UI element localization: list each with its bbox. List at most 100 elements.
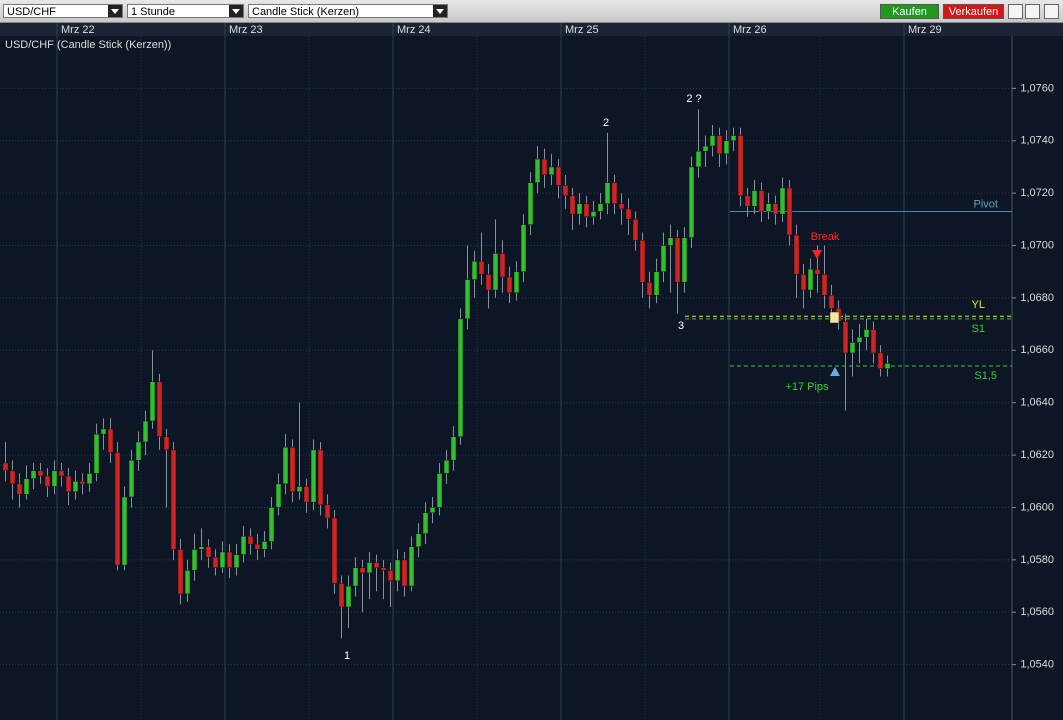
candle-body xyxy=(72,481,79,492)
candle-body xyxy=(184,570,191,595)
candle-body xyxy=(135,441,142,461)
candle-body xyxy=(387,570,394,582)
annotation: 2 ? xyxy=(686,93,701,105)
candle-body xyxy=(485,274,492,291)
candle-body xyxy=(583,203,590,217)
candle-body xyxy=(303,486,310,503)
candle-body xyxy=(338,583,345,608)
candle-body xyxy=(226,551,233,568)
y-tick-label: 1,0600 xyxy=(1020,501,1054,513)
window-icon[interactable] xyxy=(1044,4,1059,19)
candle-body xyxy=(667,237,674,246)
candle-body xyxy=(128,460,135,498)
candle-body xyxy=(499,253,506,278)
candle-body xyxy=(324,504,331,519)
candle-body xyxy=(268,507,275,542)
candle-body xyxy=(555,166,562,186)
candle-body xyxy=(415,533,422,547)
candle-body xyxy=(653,271,660,296)
date-bar xyxy=(0,23,1063,36)
break-marker xyxy=(812,250,822,259)
candle-body xyxy=(702,145,709,152)
annotation: 2 xyxy=(603,117,609,129)
candle-body xyxy=(779,187,786,215)
candle-body xyxy=(723,140,730,155)
candle-body xyxy=(786,187,793,236)
sell-button[interactable]: Verkaufen xyxy=(943,4,1004,19)
annotation: Break xyxy=(811,231,840,243)
candle-body xyxy=(240,536,247,555)
toolbar: USD/CHF 1 Stunde Candle Stick (Kerzen) K… xyxy=(0,0,1063,23)
candle-body xyxy=(527,182,534,225)
y-tick-label: 1,0660 xyxy=(1020,344,1054,356)
candle-body xyxy=(86,473,93,485)
candle-body xyxy=(205,546,212,558)
x-tick-label: Mrz 25 xyxy=(565,24,599,36)
level-label: S1,5 xyxy=(974,370,997,382)
candle-body xyxy=(611,182,618,204)
candle-body xyxy=(51,470,58,487)
candle-body xyxy=(814,268,821,275)
candle-body xyxy=(44,475,51,487)
candle-body xyxy=(156,381,163,437)
annotation: 1 xyxy=(344,650,350,662)
candle-body xyxy=(289,446,296,492)
candle-body xyxy=(359,567,366,574)
candle-body xyxy=(506,276,513,293)
candle-body xyxy=(604,182,611,204)
candle-body xyxy=(436,473,443,508)
candle-body xyxy=(842,321,849,354)
candle-body xyxy=(674,237,681,283)
candle-body xyxy=(569,195,576,215)
buy-button[interactable]: Kaufen xyxy=(880,4,939,19)
candle-body xyxy=(23,478,30,495)
y-tick-label: 1,0620 xyxy=(1020,449,1054,461)
candle-body xyxy=(163,436,170,451)
candle-body xyxy=(65,475,72,492)
candle-body xyxy=(247,536,254,545)
y-tick-label: 1,0540 xyxy=(1020,659,1054,671)
interval-select[interactable]: 1 Stunde xyxy=(127,4,244,18)
x-tick-label: Mrz 23 xyxy=(229,24,263,36)
candle-body xyxy=(688,166,695,238)
annotation: 3 xyxy=(678,320,684,332)
chart-type: Candle Stick (Kerzen) xyxy=(252,6,359,18)
candle-body xyxy=(562,185,569,197)
candle-body xyxy=(863,329,870,338)
x-tick-label: Mrz 29 xyxy=(908,24,942,36)
candle-body xyxy=(191,549,198,571)
candle-body xyxy=(30,470,37,479)
candle-body xyxy=(9,470,16,485)
candle-body xyxy=(492,253,499,291)
target-marker xyxy=(830,367,840,376)
candle-body xyxy=(429,507,436,513)
candle-icon[interactable] xyxy=(1008,4,1023,19)
chart-type-select[interactable]: Candle Stick (Kerzen) xyxy=(248,4,448,18)
candle-body xyxy=(646,281,653,296)
entry-marker xyxy=(829,311,840,324)
candle-body xyxy=(597,203,604,212)
candle-body xyxy=(212,556,219,568)
candle-body xyxy=(352,567,359,587)
candle-body xyxy=(373,562,380,568)
candle-body xyxy=(765,203,772,212)
candle-body xyxy=(870,329,877,354)
candle-body xyxy=(219,551,226,568)
candle-body xyxy=(121,496,128,566)
draw-icon[interactable] xyxy=(1025,4,1040,19)
candle-body xyxy=(772,203,779,215)
candle-body xyxy=(394,559,401,582)
candle-body xyxy=(170,449,177,550)
y-tick-label: 1,0700 xyxy=(1020,239,1054,251)
candle-body xyxy=(443,460,450,474)
candle-body xyxy=(275,483,282,508)
symbol-select[interactable]: USD/CHF xyxy=(3,4,123,18)
candle-body xyxy=(296,486,303,492)
y-tick-label: 1,0580 xyxy=(1020,554,1054,566)
candle-body xyxy=(758,190,765,212)
candle-body xyxy=(884,363,891,369)
annotation: +17 Pips xyxy=(785,381,829,393)
candle-body xyxy=(93,433,100,474)
candle-body xyxy=(576,203,583,215)
candle-body xyxy=(422,512,429,534)
